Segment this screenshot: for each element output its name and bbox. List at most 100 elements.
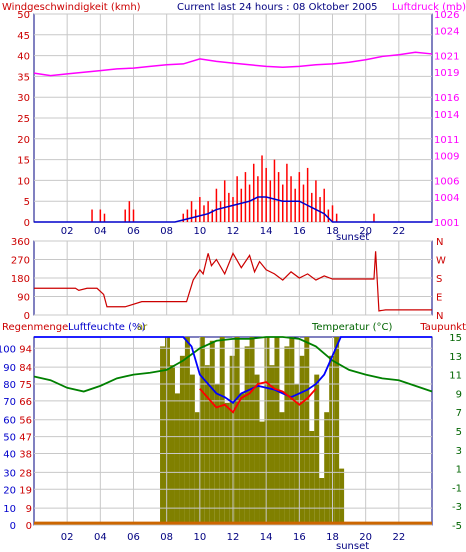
dewpoint-axis-title: Taupunkt <box>419 322 466 333</box>
bar-23 <box>274 337 280 525</box>
tick-hum-y-9: 90 <box>3 363 16 374</box>
tick-dir-y-1: 90 <box>17 293 30 304</box>
tick-rain-y-3: 28 <box>19 468 32 479</box>
bar-3 <box>174 393 180 525</box>
tick-pressure-y-7: 1019 <box>434 68 459 79</box>
tick-wind-x-6: 14 <box>260 226 273 237</box>
tick-wind-x-10: 22 <box>392 226 405 237</box>
tick-hum-y-6: 60 <box>3 416 16 427</box>
tick-temp-y-7: 9 <box>456 389 462 400</box>
tick-hum-y-5: 50 <box>3 433 16 444</box>
bar-22 <box>269 365 275 525</box>
tick-wind-y-7: 35 <box>17 72 30 83</box>
tick-rain-y-7: 66 <box>19 397 32 408</box>
bar-1 <box>165 337 170 525</box>
tick-temp-y-0: -5 <box>452 521 462 532</box>
tick-hum-y-10: 100 <box>0 344 16 355</box>
tick-hum-x-6: 14 <box>260 532 273 543</box>
tick-wind-y-4: 20 <box>17 135 30 146</box>
tick-wind-x-4: 10 <box>193 226 206 237</box>
tick-rain-y-10: 94 <box>19 344 32 355</box>
tick-hum-x-7: 16 <box>293 532 306 543</box>
tick-dir-y-4: 360 <box>11 237 30 248</box>
tick-temp-y-3: 1 <box>456 465 462 476</box>
tick-pressure-y-4: 1011 <box>434 135 459 146</box>
pressure-line <box>33 51 433 77</box>
tick-hum-y-8: 80 <box>3 380 16 391</box>
tick-wind-x-5: 12 <box>227 226 240 237</box>
bar-30 <box>309 431 315 525</box>
bar-34 <box>329 355 335 525</box>
bar-26 <box>289 337 295 525</box>
tick-wind-x-2: 06 <box>127 226 140 237</box>
tick-wind-y-2: 10 <box>17 176 30 187</box>
sunset-label-top: sunset <box>336 232 369 243</box>
wind-axis-title: Windgeschwindigkeit (kmh) <box>2 2 141 13</box>
tick-hum-x-4: 10 <box>193 532 206 543</box>
tick-hum-x-3: 08 <box>160 532 173 543</box>
tick-hum-x-10: 22 <box>392 532 405 543</box>
tick-hum-y-7: 70 <box>3 397 16 408</box>
tick-hum-x-8: 18 <box>326 532 339 543</box>
bar-24 <box>279 412 285 525</box>
bar-12 <box>219 337 225 525</box>
tick-rain-y-2: 19 <box>19 485 32 496</box>
tick-dir-y-2: 180 <box>11 274 30 285</box>
bar-21 <box>264 337 270 525</box>
tick-wind-y-6: 30 <box>17 93 30 104</box>
sunset-label-bottom: sunset <box>336 541 369 552</box>
grid-layer <box>34 13 432 526</box>
tick-temp-y-4: 3 <box>456 446 462 457</box>
rain-axis-title: Regenmenge <box>2 322 68 333</box>
tick-wind-y-9: 45 <box>17 31 30 42</box>
tick-wind-y-0: 0 <box>24 218 30 229</box>
tick-wind-x-7: 16 <box>293 226 306 237</box>
bar-33 <box>324 412 330 525</box>
bar-4 <box>179 355 185 525</box>
tick-hum-y-3: 30 <box>3 468 16 479</box>
tick-dir-y-3: 270 <box>11 256 30 267</box>
tick-dir-compass-3: W <box>436 256 446 267</box>
tick-temp-y-6: 7 <box>456 408 462 419</box>
temperature-line <box>199 381 317 414</box>
tick-wind-y-10: 50 <box>17 10 30 21</box>
tick-rain-y-5: 47 <box>19 433 32 444</box>
tick-dir-compass-0: N <box>436 311 443 322</box>
bar-5 <box>184 337 190 525</box>
tick-pressure-y-5: 1014 <box>434 110 459 121</box>
bar-27 <box>294 384 300 525</box>
tick-wind-x-9: 20 <box>359 226 372 237</box>
bar-18 <box>249 337 255 525</box>
bar-0 <box>160 346 166 525</box>
pressure-axis-title: Luftdruck (mb) <box>392 2 466 13</box>
tick-temp-y-9: 13 <box>449 352 462 363</box>
temperature-axis-title: Temperatur (°C) <box>311 322 392 333</box>
bar-19 <box>254 374 260 525</box>
tick-hum-x-1: 04 <box>94 532 107 543</box>
tick-wind-x-0: 02 <box>61 226 74 237</box>
humidity-axis-title: Luftfeuchte (%) <box>68 322 146 333</box>
average-wind-line <box>34 196 432 223</box>
tick-pressure-y-8: 1021 <box>434 52 459 63</box>
wind-direction-line <box>34 251 432 312</box>
tick-hum-y-2: 20 <box>3 485 16 496</box>
tick-temp-y-8: 11 <box>449 371 462 382</box>
tick-pressure-y-2: 1006 <box>434 176 459 187</box>
tick-dir-y-0: 0 <box>24 311 30 322</box>
tick-hum-y-0: 0 <box>10 521 16 532</box>
bar-14 <box>229 355 235 525</box>
tick-rain-y-0: 0 <box>26 521 32 532</box>
tick-rain-y-8: 75 <box>19 380 32 391</box>
bar-8 <box>199 337 205 525</box>
tick-pressure-y-1: 1004 <box>434 193 459 204</box>
series-layer <box>33 51 433 525</box>
tick-rain-y-4: 38 <box>19 450 32 461</box>
bar-16 <box>239 393 245 525</box>
tick-rain-y-9: 84 <box>19 363 32 374</box>
tick-hum-y-4: 40 <box>3 450 16 461</box>
tick-wind-x-3: 08 <box>160 226 173 237</box>
tick-dir-compass-2: S <box>436 274 442 285</box>
dewpoint-line <box>33 336 433 393</box>
bar-13 <box>224 402 230 525</box>
bar-28 <box>299 355 305 525</box>
